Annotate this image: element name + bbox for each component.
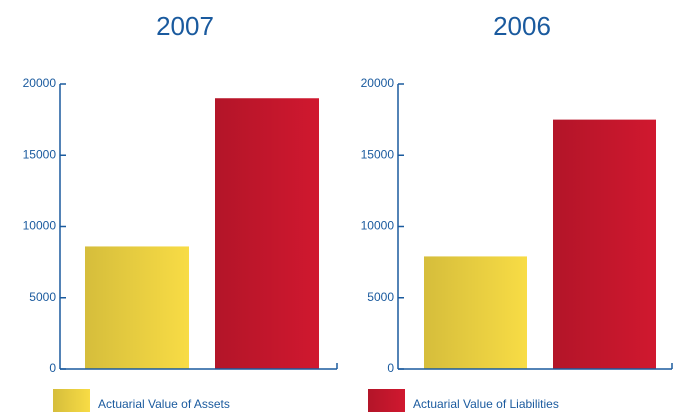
bar-shade (85, 246, 189, 369)
y-tick-label: 15000 (23, 147, 57, 161)
y-tick-label: 10000 (361, 219, 395, 233)
legend-swatch-shade (368, 389, 405, 412)
y-tick-label: 20000 (23, 76, 57, 90)
y-tick-label: 20000 (361, 76, 395, 90)
y-tick-label: 0 (49, 361, 56, 375)
legend-label: Actuarial Value of Assets (98, 397, 230, 411)
y-tick-label: 0 (387, 361, 394, 375)
chart-title: 2007 (156, 11, 214, 41)
y-tick-label: 5000 (367, 290, 394, 304)
y-tick-label: 5000 (29, 290, 56, 304)
bar-shade (215, 98, 319, 369)
y-tick-label: 10000 (23, 219, 57, 233)
legend-label: Actuarial Value of Liabilities (413, 397, 559, 411)
chart-title: 2006 (493, 11, 551, 41)
bar-shade (553, 119, 656, 369)
bar-shade (424, 256, 527, 369)
y-tick-label: 15000 (361, 147, 395, 161)
legend-swatch-shade (53, 389, 90, 412)
